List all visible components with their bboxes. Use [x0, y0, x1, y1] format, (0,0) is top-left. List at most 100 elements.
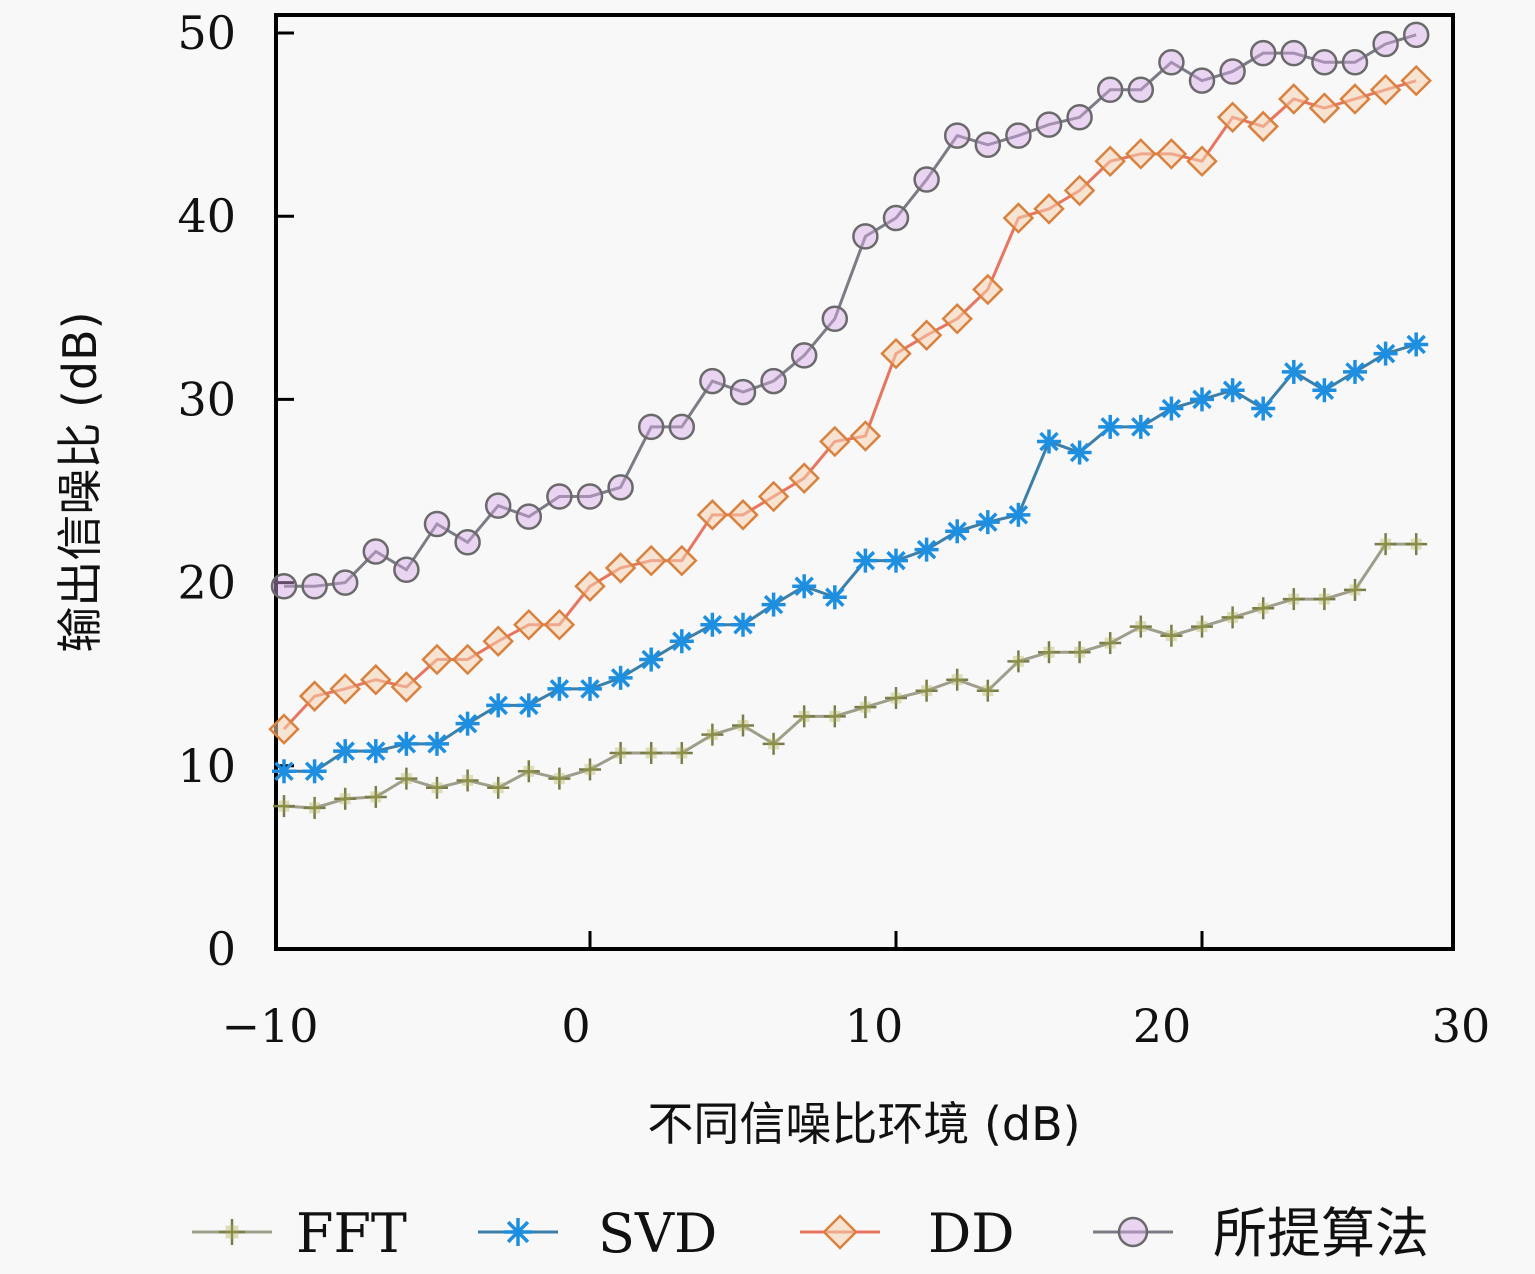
data-point [482, 625, 514, 657]
legend-item-DD: DD [800, 1202, 1015, 1265]
data-point [609, 741, 632, 764]
data-point [1405, 533, 1428, 556]
data-point [1005, 122, 1032, 149]
data-point [451, 643, 484, 676]
data-point [1159, 396, 1184, 421]
data-point [1068, 641, 1091, 664]
data-point [363, 739, 388, 764]
legend-label: SVD [598, 1202, 717, 1265]
data-point [666, 544, 698, 577]
data-point [640, 741, 663, 764]
data-point [513, 608, 545, 641]
data-point [543, 608, 576, 641]
x-ticks: −10 0 10 20 30 [221, 931, 1490, 1053]
data-point [637, 413, 665, 441]
series-layer [268, 21, 1432, 819]
data-point [1002, 202, 1035, 234]
y-tick-label: 10 [177, 739, 236, 793]
data-point [821, 305, 849, 333]
data-point [1247, 110, 1279, 143]
data-point [882, 204, 910, 232]
data-point [910, 319, 943, 352]
data-point [1251, 396, 1276, 421]
data-point [456, 769, 479, 792]
data-point [1191, 615, 1213, 638]
y-tick-label: 0 [207, 922, 236, 976]
data-point [975, 510, 1000, 535]
data-point [270, 573, 298, 600]
data-point [1128, 414, 1153, 439]
data-point [1402, 21, 1430, 49]
data-point [1281, 359, 1306, 384]
data-point [668, 413, 696, 441]
data-point [972, 273, 1004, 306]
data-point [914, 537, 939, 562]
legend-item-FFT: FFT [192, 1202, 407, 1265]
data-point [303, 796, 326, 819]
series-line [284, 343, 1417, 773]
data-point [854, 696, 877, 719]
data-point [1188, 67, 1216, 94]
x-tick-label: 30 [1432, 999, 1491, 1053]
data-point [423, 510, 451, 538]
data-point [272, 759, 296, 784]
data-point [760, 367, 787, 395]
data-point [454, 529, 481, 556]
data-point [1339, 83, 1371, 115]
data-point [604, 552, 637, 584]
data-point [1155, 138, 1188, 170]
data-point [915, 679, 938, 702]
data-point [1343, 359, 1367, 384]
data-point [974, 131, 1002, 159]
data-point [976, 679, 999, 702]
data-point [1220, 378, 1245, 403]
data-point [1035, 111, 1063, 138]
legend-item-所提算法: 所提算法 [1093, 1202, 1429, 1265]
data-point [731, 612, 755, 637]
data-point [329, 673, 361, 705]
y-tick-label: 20 [177, 556, 236, 610]
y-tick-label: 50 [177, 6, 236, 60]
data-point [302, 759, 327, 784]
data-point [1344, 578, 1366, 601]
data-point [913, 166, 940, 193]
legend-marker [219, 1219, 245, 1245]
data-point [1190, 387, 1214, 412]
data-point [1063, 174, 1096, 207]
data-point [788, 462, 820, 494]
y-tick-label: 40 [177, 189, 236, 243]
legend-marker [1117, 1216, 1149, 1248]
data-point [331, 569, 359, 596]
x-tick-label: −10 [221, 999, 318, 1053]
data-point [515, 503, 543, 530]
series-DD [268, 64, 1432, 745]
data-point [946, 668, 969, 691]
data-point [333, 739, 358, 764]
data-point [1280, 39, 1308, 67]
data-point [1098, 414, 1123, 439]
data-point [732, 714, 754, 737]
legend-item-SVD: SVD [478, 1202, 717, 1265]
data-point [301, 573, 328, 600]
data-point [1125, 138, 1157, 170]
data-point [1066, 104, 1093, 131]
data-point [1094, 145, 1126, 178]
data-point [1160, 624, 1183, 647]
data-point [639, 647, 664, 672]
legend: FFT SVD DD 所提算法 [192, 1202, 1429, 1265]
data-point [487, 776, 510, 799]
y-ticks: 0 10 20 30 40 50 [177, 6, 294, 976]
data-point [1312, 378, 1337, 403]
data-point [1186, 145, 1218, 178]
data-point [517, 760, 540, 783]
data-point [1400, 64, 1432, 97]
data-point [1037, 429, 1061, 454]
data-point [1127, 76, 1155, 104]
data-point [395, 767, 418, 790]
data-point [700, 612, 725, 637]
data-point [576, 483, 604, 510]
series-line [283, 542, 1417, 810]
data-point [1219, 58, 1246, 85]
data-point [362, 538, 390, 565]
